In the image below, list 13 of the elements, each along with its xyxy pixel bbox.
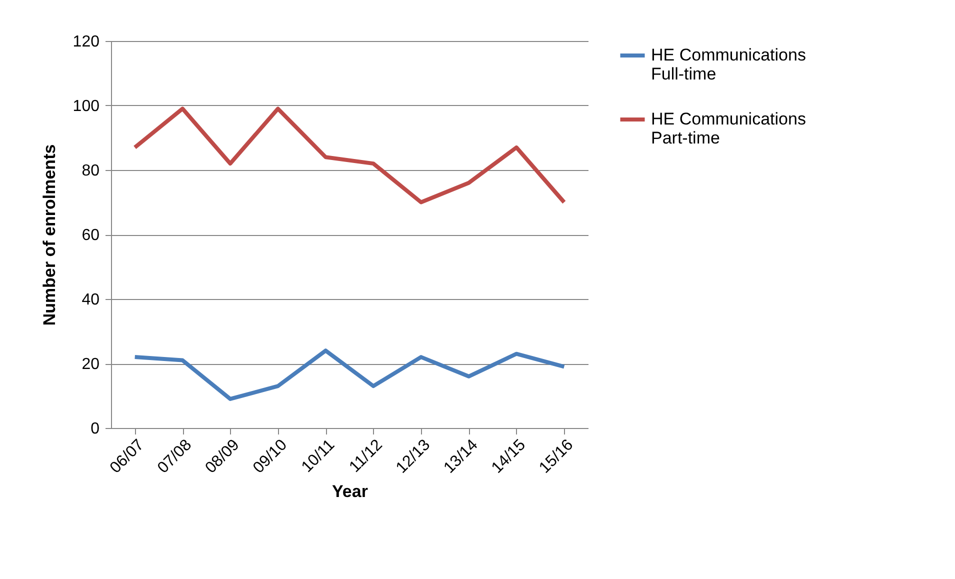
line-series [132,348,566,401]
y-tick-label: 60 [82,227,100,244]
legend-label: HE Communications Full-time [651,46,806,84]
y-tick-label: 100 [72,98,100,115]
y-axis-title: Number of enrolments [40,144,59,326]
line-series [132,106,566,204]
y-tick-label: 120 [72,34,100,50]
y-tick-label: 40 [82,292,100,308]
y-tick-label: 20 [82,356,100,373]
legend-label: HE Communications Part-time [651,110,806,148]
y-tick-label: 0 [90,420,100,438]
x-axis-title: Year [332,482,368,502]
y-tick-label: 80 [82,162,100,180]
